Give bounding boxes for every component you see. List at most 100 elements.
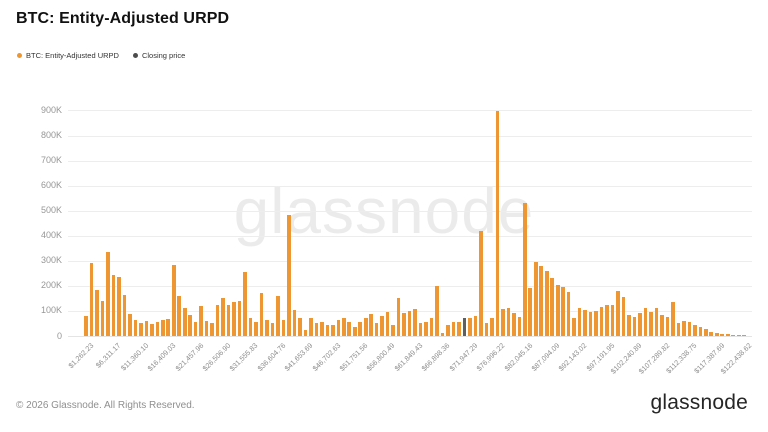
urpd-bar xyxy=(583,309,587,336)
urpd-bar xyxy=(303,329,308,336)
y-axis-label: 800K xyxy=(40,130,62,141)
urpd-bar xyxy=(479,230,483,336)
urpd-bar xyxy=(435,286,439,336)
x-axis-label: $61,849.43 xyxy=(392,340,425,373)
page-title: BTC: Entity-Adjusted URPD xyxy=(16,10,230,27)
urpd-bar xyxy=(331,324,335,336)
urpd-bar xyxy=(188,314,192,336)
urpd-bar xyxy=(588,312,593,336)
urpd-bar xyxy=(232,302,236,336)
urpd-bar xyxy=(243,272,247,336)
urpd-bar xyxy=(528,288,533,336)
legend-label-closing-price: Closing price xyxy=(141,51,186,60)
gridline xyxy=(68,135,752,137)
urpd-bar xyxy=(298,317,302,336)
urpd-bar xyxy=(725,334,730,336)
x-axis-label: $41,653.69 xyxy=(282,340,315,373)
urpd-bar xyxy=(599,307,604,336)
urpd-bar xyxy=(248,317,253,336)
urpd-bar xyxy=(204,320,209,336)
gridline xyxy=(68,285,752,287)
urpd-bar xyxy=(451,321,456,336)
urpd-bar xyxy=(704,328,708,336)
urpd-bar xyxy=(413,308,417,336)
urpd-bar xyxy=(320,321,324,336)
gridline xyxy=(68,185,752,187)
x-axis-label: $56,800.49 xyxy=(365,340,397,373)
x-axis-label: $11,360.10 xyxy=(118,340,151,372)
urpd-bar xyxy=(380,315,384,336)
gridline xyxy=(68,210,752,212)
urpd-bar xyxy=(182,308,187,336)
urpd-bar xyxy=(84,315,88,336)
urpd-bar xyxy=(731,334,736,336)
legend-dot-closing-price-icon xyxy=(132,53,138,58)
urpd-bar xyxy=(150,323,154,336)
x-axis-label: $76,996.22 xyxy=(474,340,507,373)
gridline xyxy=(68,160,752,162)
urpd-bar xyxy=(352,326,357,336)
urpd-bar xyxy=(287,215,291,336)
urpd-bar xyxy=(424,321,428,336)
urpd-bar xyxy=(682,320,686,336)
urpd-bar xyxy=(347,322,352,336)
urpd-bar xyxy=(265,319,269,336)
urpd-bar xyxy=(391,324,395,336)
urpd-bar xyxy=(446,324,450,336)
urpd-bar xyxy=(166,318,171,336)
urpd-bar xyxy=(512,313,516,336)
urpd-bar xyxy=(605,304,609,336)
urpd-bar xyxy=(550,278,555,336)
urpd-bar xyxy=(561,287,565,336)
legend-item-urpd[interactable]: BTC: Entity-Adjusted URPD xyxy=(17,51,119,60)
urpd-bar xyxy=(215,305,220,336)
urpd-bar xyxy=(736,335,741,336)
urpd-bar xyxy=(106,252,110,336)
urpd-bar xyxy=(199,305,203,336)
urpd-bar xyxy=(325,324,330,336)
urpd-bar xyxy=(117,277,121,336)
y-axis-label: 400K xyxy=(40,230,62,241)
urpd-bar xyxy=(270,323,275,336)
urpd-bar xyxy=(385,311,390,336)
urpd-bar xyxy=(281,319,286,336)
urpd-bar xyxy=(171,264,176,336)
chart-legend: BTC: Entity-Adjusted URPD Closing price xyxy=(17,51,185,60)
y-axis-label: 300K xyxy=(40,255,62,266)
x-axis-label: $51,751.56 xyxy=(337,340,370,373)
gridline xyxy=(68,260,752,262)
urpd-bar xyxy=(638,313,642,336)
urpd-bar xyxy=(155,322,160,336)
y-axis-label: 600K xyxy=(40,180,62,191)
urpd-bar xyxy=(139,322,143,336)
closing-price-bar xyxy=(462,318,467,336)
urpd-bar xyxy=(693,324,697,336)
urpd-bar xyxy=(122,295,127,336)
urpd-bar xyxy=(221,298,225,336)
urpd-bar xyxy=(237,301,242,336)
legend-label-urpd: BTC: Entity-Adjusted URPD xyxy=(26,51,119,60)
urpd-bar xyxy=(369,314,373,336)
urpd-bar xyxy=(506,307,511,336)
urpd-bar xyxy=(418,323,423,336)
urpd-bar xyxy=(336,319,341,336)
urpd-bar xyxy=(473,315,478,336)
urpd-bar xyxy=(314,323,319,336)
legend-item-closing-price[interactable]: Closing price xyxy=(132,51,186,60)
urpd-bar xyxy=(177,295,182,336)
urpd-bar xyxy=(429,317,434,336)
urpd-bar xyxy=(687,322,692,336)
urpd-bar xyxy=(654,308,659,336)
urpd-bar xyxy=(698,326,703,336)
x-axis-label: $82,045.16 xyxy=(502,340,534,373)
y-axis-label: 0 xyxy=(56,330,62,341)
urpd-bar xyxy=(111,274,116,336)
y-axis-label: 100K xyxy=(40,305,62,316)
urpd-bar xyxy=(226,304,231,336)
urpd-bar xyxy=(128,314,132,336)
urpd-bar xyxy=(616,290,620,336)
urpd-bar xyxy=(254,321,258,336)
urpd-bar xyxy=(665,317,670,336)
urpd-bar xyxy=(363,317,368,336)
